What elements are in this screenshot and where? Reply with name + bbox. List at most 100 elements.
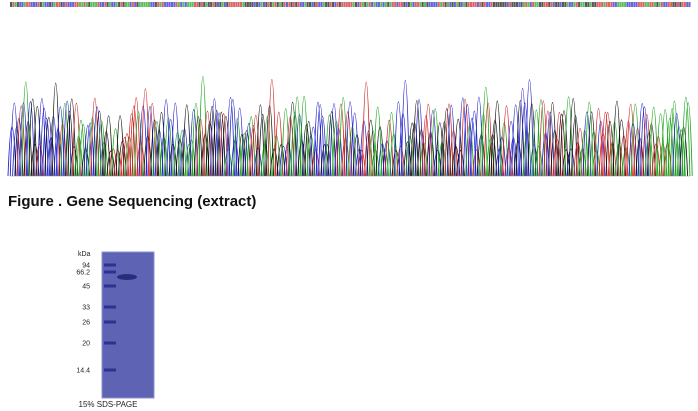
trace-peak [19,102,28,177]
base-call [39,2,42,7]
base-call [598,2,601,7]
base-call [527,2,530,7]
trace-peak [216,111,226,177]
base-call [458,2,461,7]
trace-peak [262,116,272,177]
base-call [177,2,180,7]
trace-peak [150,119,160,177]
base-call [235,2,238,7]
trace-peak [525,79,534,177]
trace-peak [428,110,438,177]
trace-peak [589,131,599,177]
base-call [265,2,268,7]
base-call [550,2,553,7]
base-call [642,2,645,7]
trace-peak [596,121,606,177]
trace-peak [667,108,677,177]
trace-peak [226,97,235,177]
trace-peak [170,102,180,177]
marker-band [104,263,116,267]
base-call [447,2,449,7]
trace-peak [292,96,302,177]
base-call [559,2,562,7]
base-call [88,2,91,7]
trace-peak [683,102,693,177]
trace-peak [198,76,208,177]
base-call [481,2,484,7]
base-call [453,2,456,7]
base-call [189,2,192,7]
trace-peak [568,98,578,177]
base-call [460,2,463,7]
base-call [16,2,19,7]
base-call [212,2,215,7]
marker-label: 20 [82,341,90,348]
base-call [398,2,401,7]
base-call [283,2,286,7]
base-call [647,2,650,7]
base-call [35,2,38,7]
base-call [92,2,95,7]
base-call [322,2,325,7]
trace-peak [522,130,532,177]
base-call [196,2,199,7]
base-call [506,2,509,7]
base-call [605,2,608,7]
base-call [674,2,677,7]
base-call [295,2,298,7]
base-call [476,2,479,7]
base-call [635,2,638,7]
trace-peak [138,105,148,177]
base-call [65,2,68,7]
base-call [509,2,512,7]
base-call [309,2,311,7]
base-call [49,2,52,7]
trace-peak [458,97,468,177]
base-call [143,2,146,7]
trace-peak [681,96,691,177]
trace-peak [660,109,670,177]
trace-peak [640,106,649,177]
unit-label: kDa [78,251,91,258]
base-call [21,2,24,7]
base-call [412,2,415,7]
trace-peak [364,130,373,177]
base-call [614,2,617,7]
base-call [102,2,104,7]
trace-peak [502,105,511,177]
base-call [145,2,148,7]
base-call [348,2,351,7]
base-call [10,2,12,7]
base-call [522,2,525,7]
base-call [115,2,118,7]
trace-peak [189,109,199,177]
trace-peak [559,110,569,177]
marker-band [104,284,116,288]
base-call [281,2,284,7]
base-call [253,2,256,7]
trace-peak [97,120,107,177]
base-call [318,2,321,7]
trace-peak [389,133,399,177]
base-call [320,2,323,7]
trace-peak [65,110,74,177]
base-call [575,2,578,7]
trace-peak [9,102,19,177]
base-call [258,2,261,7]
base-call [191,2,194,7]
base-call [394,2,397,7]
base-call [626,2,629,7]
trace-peak [203,110,212,177]
figure-caption: Figure . Gene Sequencing (extract) [8,193,257,210]
base-call [511,2,514,7]
base-call [672,2,675,7]
gel-caption: 15% SDS-PAGE [79,400,138,409]
trace-peak [506,121,516,177]
base-call [660,2,663,7]
trace-peak [338,97,348,177]
trace-peak [193,116,203,177]
base-call [529,2,532,7]
base-call [14,2,17,7]
trace-peak [350,112,360,177]
base-call [237,2,240,7]
